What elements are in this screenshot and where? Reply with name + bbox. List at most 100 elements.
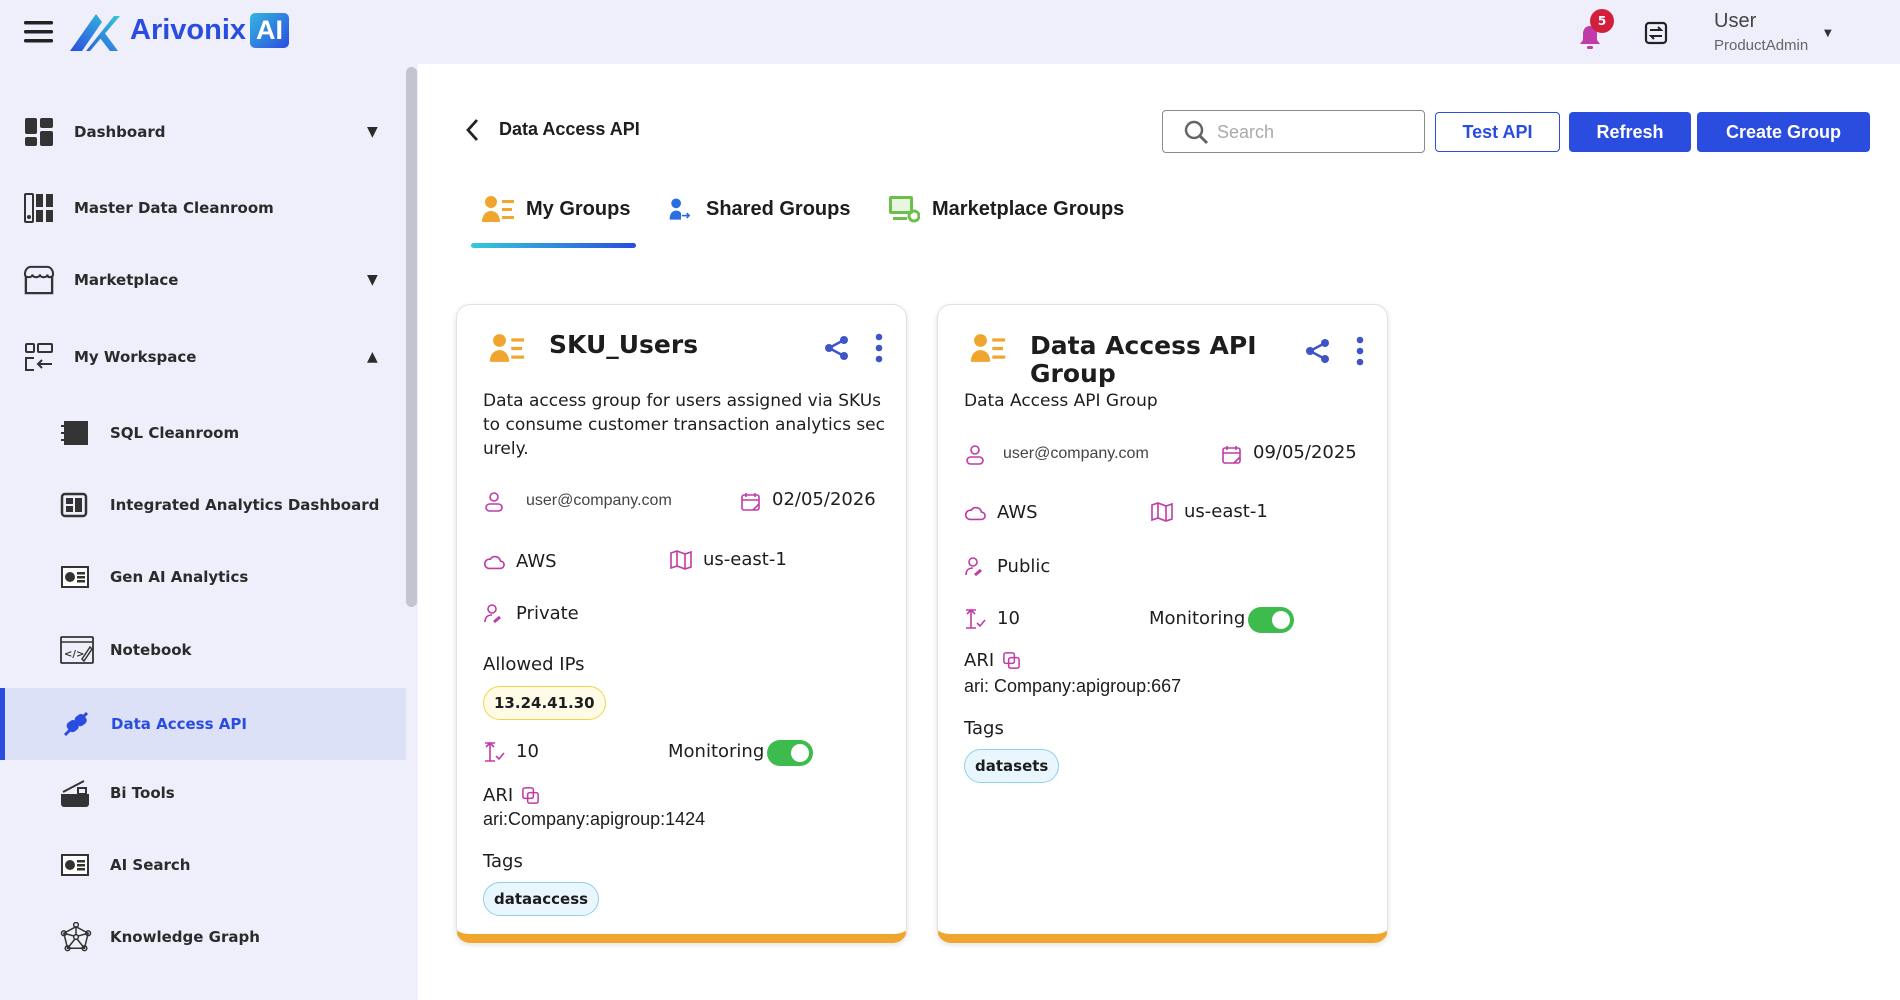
tab-shared-groups[interactable]: Shared Groups [668,192,850,226]
monitoring-label: Monitoring [668,741,765,762]
ari-value: ari:Company:apigroup:1424 [483,809,706,829]
cleanroom-icon [24,193,53,223]
logo[interactable]: Arivonix AI [70,10,290,51]
sidebar-item-label: SQL Cleanroom [110,424,240,442]
sidebar-item-label: Dashboard [74,123,166,141]
sidebar-item-gen-ai-analytics[interactable]: Gen AI Analytics [0,547,406,607]
monitoring-toggle[interactable] [1248,607,1294,633]
tags-label: Tags [964,718,1004,739]
ari-value: ari: Company:apigroup:667 [964,676,1182,696]
monitoring-label: Monitoring [1149,608,1246,629]
sidebar-item-data-access-api[interactable]: Data Access API [0,688,406,760]
notifications-button[interactable]: 5 [1578,9,1614,50]
gen-ai-analytics-icon [61,566,89,588]
tab-marketplace-groups[interactable]: Marketplace Groups [888,192,1124,226]
copy-icon[interactable] [521,786,540,805]
sidebar-item-sql-cleanroom[interactable]: SQL Cleanroom [0,403,406,463]
knowledge-graph-icon [60,922,92,952]
sidebar-item-label: My Workspace [74,348,197,366]
owner-user-icon [485,492,503,512]
card-limit: 10 [516,741,539,762]
map-icon [1151,502,1173,522]
sidebar-item-master-data-cleanroom[interactable]: Master Data Cleanroom [0,178,406,238]
logo-mark-icon [70,14,120,51]
sidebar-item-bi-tools[interactable]: Bi Tools [0,763,406,823]
card-visibility: Private [516,603,579,624]
card-owner: user@company.com [1003,445,1149,462]
share-icon[interactable] [1305,338,1331,364]
cloud-icon [964,506,986,521]
shared-user-icon [669,198,691,220]
sql-cleanroom-icon [61,421,88,445]
group-list-icon [970,334,1006,362]
ai-search-icon [61,854,89,876]
search-icon [1184,120,1209,145]
user-name: User [1714,10,1757,32]
sidebar-item-notebook[interactable]: </> Notebook [0,620,406,680]
tag-chip: dataaccess [483,882,600,916]
sidebar-item-integrated-analytics-dashboard[interactable]: Integrated Analytics Dashboard [0,475,406,535]
search-placeholder: Search [1217,122,1275,142]
chevron-down-icon[interactable]: ▼ [367,272,378,288]
ari-label: ARI [483,785,514,806]
card-region: us-east-1 [703,549,787,570]
workspace-icon [25,343,53,371]
allowed-ips-label: Allowed IPs [483,654,585,675]
card-title: Data Access API Group [1030,331,1257,388]
group-card[interactable]: Data Access API Group Data Access API Gr… [937,304,1388,943]
user-key-icon [484,604,501,624]
monitoring-toggle[interactable] [767,740,813,766]
sidebar-item-label: Gen AI Analytics [110,568,249,586]
card-date: 02/05/2026 [772,489,876,510]
sidebar-item-my-workspace[interactable]: My Workspace ▲ [0,327,406,387]
notification-badge: 5 [1590,9,1614,33]
marketplace-group-icon [889,196,920,223]
card-cloud: AWS [997,502,1038,523]
share-icon[interactable] [824,335,850,361]
page-title: Data Access API [499,119,640,139]
group-list-icon [489,334,525,362]
sidebar-item-marketplace[interactable]: Marketplace ▼ [0,250,406,310]
logo-badge: AI [250,13,290,48]
sidebar-scrollbar[interactable] [406,67,417,607]
ip-chip: 13.24.41.30 [483,686,606,720]
owner-user-icon [966,445,984,465]
switch-account-icon[interactable] [1643,20,1669,46]
card-owner: user@company.com [526,492,672,509]
plug-connect-icon [63,711,89,737]
sidebar-item-knowledge-graph[interactable]: Knowledge Graph [0,907,406,967]
back-chevron-icon[interactable] [465,118,481,142]
create-group-button[interactable]: Create Group [1697,112,1870,152]
group-list-icon [482,196,514,222]
bi-tools-icon [61,780,89,807]
test-api-button[interactable]: Test API [1435,112,1560,152]
search-input[interactable]: Search [1162,110,1425,153]
sidebar-item-dashboard[interactable]: Dashboard ▼ [0,102,406,162]
hamburger-menu-icon[interactable] [24,20,53,44]
refresh-button[interactable]: Refresh [1569,112,1691,152]
tag-chip: datasets [964,749,1060,783]
card-cloud: AWS [516,551,557,572]
calendar-edit-icon [1222,446,1241,464]
copy-icon[interactable] [1002,651,1021,670]
chevron-up-icon[interactable]: ▲ [367,349,378,365]
user-menu[interactable]: User ProductAdmin [1714,10,1808,54]
user-menu-caret-icon[interactable]: ▼ [1824,28,1832,39]
more-options-icon[interactable] [1355,336,1365,366]
sidebar-item-ai-search[interactable]: AI Search [0,835,406,895]
svg-text:</>: </> [64,649,84,660]
card-description: Data Access API Group [964,391,1158,411]
sidebar: Dashboard ▼ Master Data Cleanroom Market… [0,64,418,1000]
tab-my-groups[interactable]: My Groups [482,192,630,226]
tab-label: Marketplace Groups [932,197,1125,220]
cloud-icon [483,555,505,570]
group-card[interactable]: SKU_Users Data access group for users as… [456,304,907,943]
chevron-down-icon[interactable]: ▼ [367,124,378,140]
analytics-dashboard-icon [60,492,88,518]
store-icon [23,265,55,295]
notebook-code-icon: </> [60,636,94,664]
more-options-icon[interactable] [874,333,884,363]
rate-limit-icon [485,741,505,762]
logo-text: Arivonix [130,14,247,46]
card-description: Data access group for users assigned via… [483,391,885,459]
